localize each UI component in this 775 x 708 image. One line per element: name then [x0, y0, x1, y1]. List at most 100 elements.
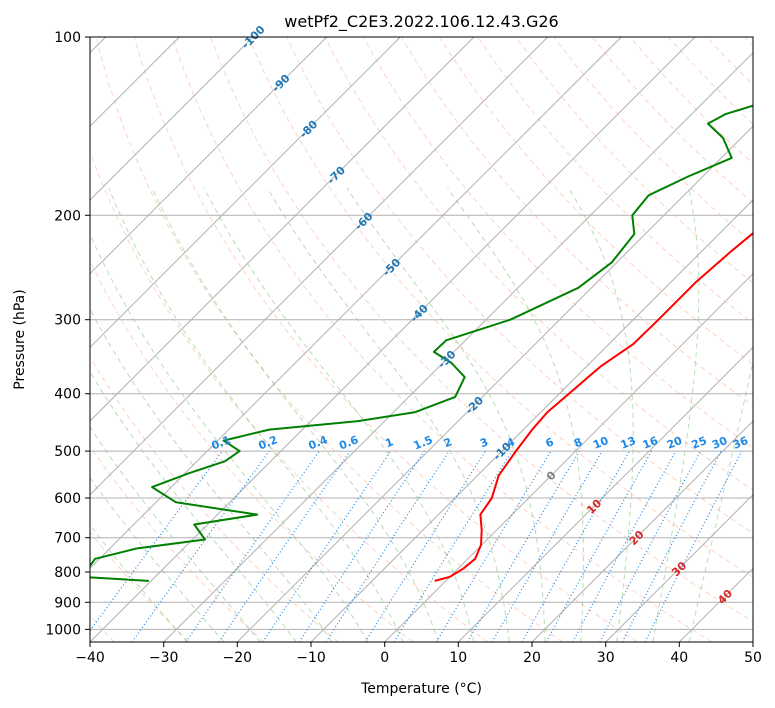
mixing-ratio-line [545, 450, 653, 642]
isotherm-lines [90, 37, 753, 642]
isotherm-line [531, 420, 753, 642]
dry-adiabat [591, 37, 753, 204]
pressure-grid [90, 37, 753, 630]
mixing-ratio-labels: 0.1 0.2 0.4 0.6 1 1.5 2 3 4 6 8 10 13 16 20 25 30 36 [210, 433, 751, 452]
dry-adiabat [515, 37, 753, 284]
x-tick-label: −10 [296, 650, 326, 666]
dry-adiabat [706, 37, 753, 86]
dry-adiabat [90, 531, 190, 642]
dry-adiabat [90, 259, 414, 642]
isotherm-line [236, 125, 753, 642]
dewpoint-profile [90, 104, 753, 582]
moist-adiabat [151, 187, 439, 642]
moist-adiabat [90, 308, 333, 642]
chart-title: wetPf2_C2E3.2022.106.12.43.G26 [284, 12, 558, 32]
mixing-ratio-line [325, 450, 450, 642]
x-tick-label: −20 [223, 650, 253, 666]
isotherm-line [457, 346, 753, 642]
x-tick-label: 40 [670, 650, 688, 666]
x-tick-label: −30 [149, 650, 179, 666]
x-tick-label: 20 [523, 650, 541, 666]
dry-adiabat [171, 37, 712, 642]
mixing-ratio-label: 16 [641, 434, 660, 452]
mixing-ratio-line [262, 450, 392, 642]
moist-adiabat [447, 187, 584, 642]
plot-frame [89, 36, 754, 643]
isotherm-line [90, 37, 401, 349]
x-tick-label: 50 [744, 650, 762, 666]
isotherm-line [752, 641, 753, 642]
y-tick-label: 200 [54, 208, 81, 224]
mixing-ratio-line [621, 450, 722, 642]
mixing-ratio-line [572, 450, 677, 642]
mixing-ratio-label: 0.4 [307, 433, 330, 452]
y-axis-ticks: 100 200 300 400 500 600 700 800 900 1000 [45, 30, 90, 638]
mixing-ratio-label: 1.5 [412, 433, 435, 452]
moist-adiabat [90, 426, 261, 642]
moist-adiabat [90, 232, 369, 642]
mixing-ratio-line [218, 450, 351, 642]
y-tick-label: 300 [54, 313, 81, 329]
dry-adiabat [133, 37, 638, 642]
x-axis-ticks: −40 −30 −20 −10 0 10 20 30 40 50 [75, 642, 762, 666]
mixing-ratio-label: 10 [591, 434, 610, 452]
y-tick-label: 500 [54, 444, 81, 460]
mixing-ratio-label: 20 [665, 434, 684, 452]
dry-adiabat [95, 37, 563, 642]
moist-adiabat [652, 188, 700, 642]
isotherm-line [90, 37, 622, 570]
dry-adiabat [90, 445, 264, 642]
x-axis-label: Temperature (°C) [360, 681, 482, 697]
y-tick-label: 600 [54, 491, 81, 507]
mixing-ratio-line [298, 450, 425, 642]
mixing-ratio-line [521, 450, 631, 642]
y-tick-label: 900 [54, 595, 81, 611]
dry-adiabat [90, 356, 339, 642]
moist-adiabat [568, 187, 634, 642]
isotherm-line [90, 37, 328, 275]
moist-adiabat [90, 524, 188, 642]
mixing-ratio-lines [90, 450, 743, 642]
dry-adiabat [400, 37, 753, 407]
mixing-ratio-label: 13 [619, 434, 638, 452]
y-tick-label: 400 [54, 387, 81, 403]
mixing-ratio-line [435, 450, 552, 642]
dry-adiabat [90, 150, 488, 642]
mixing-ratio-line [185, 450, 320, 642]
x-tick-label: 0 [380, 650, 389, 666]
mixing-ratio-line [364, 450, 486, 642]
isotherm-line [605, 493, 753, 642]
moist-adiabat [346, 187, 546, 642]
dry-adiabat [477, 37, 753, 325]
dry-adiabat [553, 37, 753, 244]
mixing-ratio-label: 8 [572, 435, 584, 450]
isotherm-line [90, 37, 696, 642]
mixing-ratio-line [644, 450, 743, 642]
mixing-ratio-label: 0.6 [337, 433, 360, 452]
mixing-ratio-line [599, 450, 702, 642]
sounding-profiles [90, 104, 753, 582]
isotherm-line [678, 567, 753, 642]
isotherm-line [90, 37, 549, 496]
isotherm-line [90, 37, 254, 201]
background-lines [90, 37, 753, 642]
isotherm-line [90, 37, 475, 422]
y-tick-label: 700 [54, 531, 81, 547]
moist-adiabat [267, 187, 510, 642]
dry-adiabat [248, 37, 753, 578]
mixing-ratio-label: 25 [690, 434, 709, 452]
isotherm-line [163, 51, 753, 642]
isotherm-label: 40 [715, 587, 735, 607]
x-tick-label: 30 [597, 650, 615, 666]
x-tick-label: 10 [449, 650, 467, 666]
moist-adiabat [203, 187, 475, 642]
mixing-ratio-label: 0.1 [210, 433, 233, 452]
mixing-ratio-line [393, 450, 513, 642]
mixing-ratio-label: 0.2 [257, 433, 280, 452]
isotherm-line [384, 272, 753, 642]
moist-adiabat [90, 476, 225, 642]
dry-adiabat [668, 37, 753, 125]
dry-adiabat [438, 37, 753, 366]
mixing-ratio-label: 1 [383, 435, 395, 450]
mixing-ratio-label: 30 [710, 434, 729, 452]
